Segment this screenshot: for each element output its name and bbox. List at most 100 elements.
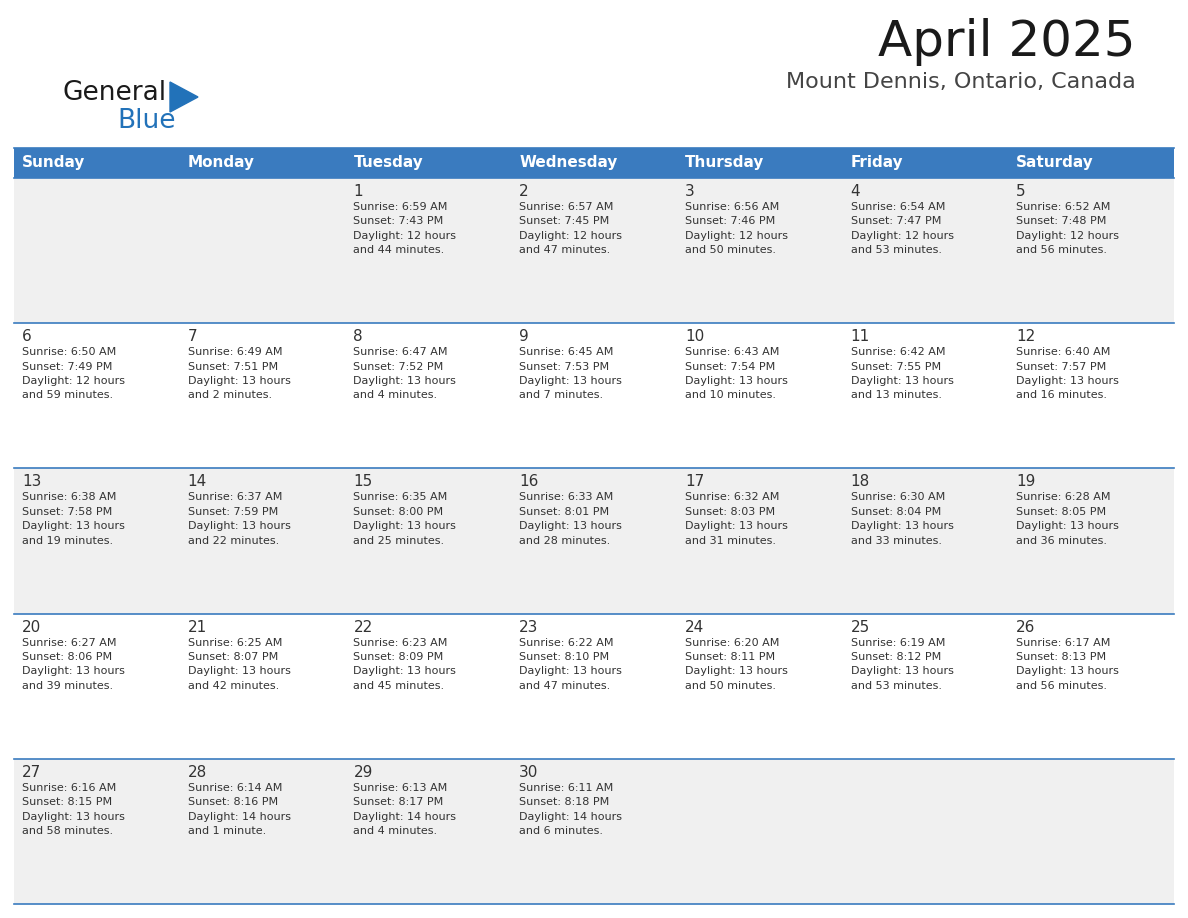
Text: Sunrise: 6:56 AM
Sunset: 7:46 PM
Daylight: 12 hours
and 50 minutes.: Sunrise: 6:56 AM Sunset: 7:46 PM Dayligh… xyxy=(684,202,788,255)
Bar xyxy=(511,178,677,323)
Text: Sunrise: 6:45 AM
Sunset: 7:53 PM
Daylight: 13 hours
and 7 minutes.: Sunrise: 6:45 AM Sunset: 7:53 PM Dayligh… xyxy=(519,347,623,400)
Bar xyxy=(842,759,1009,904)
Bar xyxy=(346,468,511,613)
Text: Sunrise: 6:59 AM
Sunset: 7:43 PM
Daylight: 12 hours
and 44 minutes.: Sunrise: 6:59 AM Sunset: 7:43 PM Dayligh… xyxy=(353,202,456,255)
Bar xyxy=(14,759,179,904)
Bar xyxy=(346,759,511,904)
Text: Monday: Monday xyxy=(188,155,254,171)
Text: 3: 3 xyxy=(684,184,695,199)
Text: Mount Dennis, Ontario, Canada: Mount Dennis, Ontario, Canada xyxy=(786,72,1136,92)
Text: 30: 30 xyxy=(519,765,538,779)
Bar xyxy=(179,468,346,613)
Text: Sunrise: 6:22 AM
Sunset: 8:10 PM
Daylight: 13 hours
and 47 minutes.: Sunrise: 6:22 AM Sunset: 8:10 PM Dayligh… xyxy=(519,638,623,691)
Text: 28: 28 xyxy=(188,765,207,779)
Text: 23: 23 xyxy=(519,620,538,634)
Text: Blue: Blue xyxy=(116,108,176,134)
Text: 7: 7 xyxy=(188,330,197,344)
Text: Sunrise: 6:23 AM
Sunset: 8:09 PM
Daylight: 13 hours
and 45 minutes.: Sunrise: 6:23 AM Sunset: 8:09 PM Dayligh… xyxy=(353,638,456,691)
Text: 21: 21 xyxy=(188,620,207,634)
Bar xyxy=(677,178,842,323)
Text: Sunrise: 6:17 AM
Sunset: 8:13 PM
Daylight: 13 hours
and 56 minutes.: Sunrise: 6:17 AM Sunset: 8:13 PM Dayligh… xyxy=(1016,638,1119,691)
Text: Sunrise: 6:57 AM
Sunset: 7:45 PM
Daylight: 12 hours
and 47 minutes.: Sunrise: 6:57 AM Sunset: 7:45 PM Dayligh… xyxy=(519,202,623,255)
Text: Sunrise: 6:11 AM
Sunset: 8:18 PM
Daylight: 14 hours
and 6 minutes.: Sunrise: 6:11 AM Sunset: 8:18 PM Dayligh… xyxy=(519,783,623,836)
Bar xyxy=(14,148,1174,178)
Text: Sunrise: 6:40 AM
Sunset: 7:57 PM
Daylight: 13 hours
and 16 minutes.: Sunrise: 6:40 AM Sunset: 7:57 PM Dayligh… xyxy=(1016,347,1119,400)
Text: Sunrise: 6:42 AM
Sunset: 7:55 PM
Daylight: 13 hours
and 13 minutes.: Sunrise: 6:42 AM Sunset: 7:55 PM Dayligh… xyxy=(851,347,954,400)
Bar xyxy=(14,178,179,323)
Bar xyxy=(14,468,179,613)
Bar xyxy=(179,759,346,904)
Text: Sunrise: 6:50 AM
Sunset: 7:49 PM
Daylight: 12 hours
and 59 minutes.: Sunrise: 6:50 AM Sunset: 7:49 PM Dayligh… xyxy=(23,347,125,400)
Bar xyxy=(842,323,1009,468)
Text: 17: 17 xyxy=(684,475,704,489)
Text: 27: 27 xyxy=(23,765,42,779)
Bar xyxy=(511,468,677,613)
Bar xyxy=(1009,759,1174,904)
Bar xyxy=(842,613,1009,759)
Text: 26: 26 xyxy=(1016,620,1036,634)
Text: Saturday: Saturday xyxy=(1016,155,1094,171)
Text: Friday: Friday xyxy=(851,155,903,171)
Text: 19: 19 xyxy=(1016,475,1036,489)
Text: 20: 20 xyxy=(23,620,42,634)
Text: Sunrise: 6:37 AM
Sunset: 7:59 PM
Daylight: 13 hours
and 22 minutes.: Sunrise: 6:37 AM Sunset: 7:59 PM Dayligh… xyxy=(188,492,291,545)
Bar xyxy=(179,613,346,759)
Text: Sunrise: 6:52 AM
Sunset: 7:48 PM
Daylight: 12 hours
and 56 minutes.: Sunrise: 6:52 AM Sunset: 7:48 PM Dayligh… xyxy=(1016,202,1119,255)
Text: 16: 16 xyxy=(519,475,538,489)
Bar xyxy=(1009,178,1174,323)
Text: Thursday: Thursday xyxy=(684,155,764,171)
Polygon shape xyxy=(170,82,198,112)
Text: 12: 12 xyxy=(1016,330,1036,344)
Text: 6: 6 xyxy=(23,330,32,344)
Text: Sunrise: 6:16 AM
Sunset: 8:15 PM
Daylight: 13 hours
and 58 minutes.: Sunrise: 6:16 AM Sunset: 8:15 PM Dayligh… xyxy=(23,783,125,836)
Text: 11: 11 xyxy=(851,330,870,344)
Text: Sunrise: 6:27 AM
Sunset: 8:06 PM
Daylight: 13 hours
and 39 minutes.: Sunrise: 6:27 AM Sunset: 8:06 PM Dayligh… xyxy=(23,638,125,691)
Bar xyxy=(1009,468,1174,613)
Text: 2: 2 xyxy=(519,184,529,199)
Bar xyxy=(511,759,677,904)
Text: General: General xyxy=(62,80,166,106)
Text: 24: 24 xyxy=(684,620,704,634)
Bar xyxy=(346,323,511,468)
Text: 4: 4 xyxy=(851,184,860,199)
Bar xyxy=(14,323,179,468)
Bar xyxy=(1009,613,1174,759)
Text: Sunrise: 6:20 AM
Sunset: 8:11 PM
Daylight: 13 hours
and 50 minutes.: Sunrise: 6:20 AM Sunset: 8:11 PM Dayligh… xyxy=(684,638,788,691)
Text: Sunrise: 6:49 AM
Sunset: 7:51 PM
Daylight: 13 hours
and 2 minutes.: Sunrise: 6:49 AM Sunset: 7:51 PM Dayligh… xyxy=(188,347,291,400)
Text: 10: 10 xyxy=(684,330,704,344)
Text: Sunrise: 6:47 AM
Sunset: 7:52 PM
Daylight: 13 hours
and 4 minutes.: Sunrise: 6:47 AM Sunset: 7:52 PM Dayligh… xyxy=(353,347,456,400)
Bar xyxy=(677,323,842,468)
Bar xyxy=(179,178,346,323)
Text: Sunrise: 6:25 AM
Sunset: 8:07 PM
Daylight: 13 hours
and 42 minutes.: Sunrise: 6:25 AM Sunset: 8:07 PM Dayligh… xyxy=(188,638,291,691)
Bar xyxy=(677,468,842,613)
Text: Sunday: Sunday xyxy=(23,155,86,171)
Text: 18: 18 xyxy=(851,475,870,489)
Bar xyxy=(842,178,1009,323)
Text: 1: 1 xyxy=(353,184,364,199)
Bar xyxy=(1009,323,1174,468)
Text: 5: 5 xyxy=(1016,184,1026,199)
Text: 8: 8 xyxy=(353,330,364,344)
Text: 14: 14 xyxy=(188,475,207,489)
Text: Sunrise: 6:33 AM
Sunset: 8:01 PM
Daylight: 13 hours
and 28 minutes.: Sunrise: 6:33 AM Sunset: 8:01 PM Dayligh… xyxy=(519,492,623,545)
Bar xyxy=(511,613,677,759)
Bar xyxy=(842,468,1009,613)
Bar xyxy=(511,323,677,468)
Text: Sunrise: 6:38 AM
Sunset: 7:58 PM
Daylight: 13 hours
and 19 minutes.: Sunrise: 6:38 AM Sunset: 7:58 PM Dayligh… xyxy=(23,492,125,545)
Text: 9: 9 xyxy=(519,330,529,344)
Text: Sunrise: 6:43 AM
Sunset: 7:54 PM
Daylight: 13 hours
and 10 minutes.: Sunrise: 6:43 AM Sunset: 7:54 PM Dayligh… xyxy=(684,347,788,400)
Text: April 2025: April 2025 xyxy=(878,18,1136,66)
Text: 22: 22 xyxy=(353,620,373,634)
Bar xyxy=(179,323,346,468)
Text: Sunrise: 6:54 AM
Sunset: 7:47 PM
Daylight: 12 hours
and 53 minutes.: Sunrise: 6:54 AM Sunset: 7:47 PM Dayligh… xyxy=(851,202,954,255)
Text: Sunrise: 6:19 AM
Sunset: 8:12 PM
Daylight: 13 hours
and 53 minutes.: Sunrise: 6:19 AM Sunset: 8:12 PM Dayligh… xyxy=(851,638,954,691)
Text: Sunrise: 6:30 AM
Sunset: 8:04 PM
Daylight: 13 hours
and 33 minutes.: Sunrise: 6:30 AM Sunset: 8:04 PM Dayligh… xyxy=(851,492,954,545)
Text: Sunrise: 6:35 AM
Sunset: 8:00 PM
Daylight: 13 hours
and 25 minutes.: Sunrise: 6:35 AM Sunset: 8:00 PM Dayligh… xyxy=(353,492,456,545)
Text: 13: 13 xyxy=(23,475,42,489)
Text: Sunrise: 6:14 AM
Sunset: 8:16 PM
Daylight: 14 hours
and 1 minute.: Sunrise: 6:14 AM Sunset: 8:16 PM Dayligh… xyxy=(188,783,291,836)
Text: Wednesday: Wednesday xyxy=(519,155,618,171)
Text: 29: 29 xyxy=(353,765,373,779)
Text: Sunrise: 6:28 AM
Sunset: 8:05 PM
Daylight: 13 hours
and 36 minutes.: Sunrise: 6:28 AM Sunset: 8:05 PM Dayligh… xyxy=(1016,492,1119,545)
Bar xyxy=(677,613,842,759)
Text: 15: 15 xyxy=(353,475,373,489)
